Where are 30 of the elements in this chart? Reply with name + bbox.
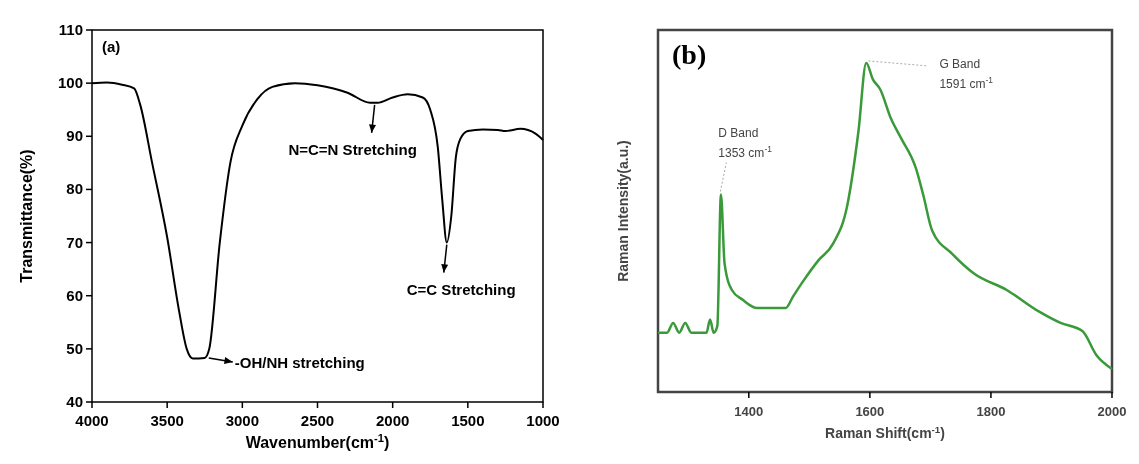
- y-tick-label: 40: [66, 393, 83, 410]
- x-axis-title: Wavenumber(cm$^{-1}$): [245, 432, 390, 451]
- x-tick-label: 1600: [855, 404, 885, 419]
- annotation: (b): [672, 39, 707, 70]
- annotation: N=C=N Stretching: [288, 140, 417, 158]
- x-tick-label: 1800: [976, 404, 1006, 419]
- y-tick-label: 50: [66, 339, 83, 357]
- x-tick-label: 3000: [225, 412, 260, 429]
- y-axis-title: Raman Intensity(a.u.): [615, 140, 632, 282]
- x-tick-label: 3500: [150, 412, 184, 429]
- x-tick-label: 4000: [75, 412, 109, 429]
- x-tick-label: 1400: [734, 404, 764, 419]
- x-tick-label: 1000: [526, 412, 560, 429]
- x-tick-label: 1500: [451, 412, 485, 429]
- y-tick-label: 60: [66, 286, 83, 304]
- y-tick-label: 110: [58, 21, 83, 38]
- y-tick-label: 100: [57, 74, 83, 92]
- annotation: D Band 1353 cm$^{-1}$: [718, 125, 773, 160]
- annotation: G Band 1591 cm$^{-1}$: [939, 56, 994, 91]
- annotation: (a): [102, 38, 121, 55]
- y-tick-label: 80: [66, 180, 83, 198]
- x-tick-label: 2000: [1098, 404, 1127, 419]
- y-tick-label: 70: [66, 233, 83, 251]
- annotation: C=C Stretching: [406, 280, 516, 298]
- annotation: -OH/NH stretching: [234, 353, 365, 371]
- y-tick-label: 90: [66, 127, 83, 145]
- y-axis-title: Transmittance(%): [18, 149, 35, 283]
- x-tick-label: 2500: [300, 412, 335, 429]
- x-axis-title: Raman Shift(cm$^{-1}$): [825, 423, 946, 441]
- x-tick-label: 2000: [375, 412, 410, 429]
